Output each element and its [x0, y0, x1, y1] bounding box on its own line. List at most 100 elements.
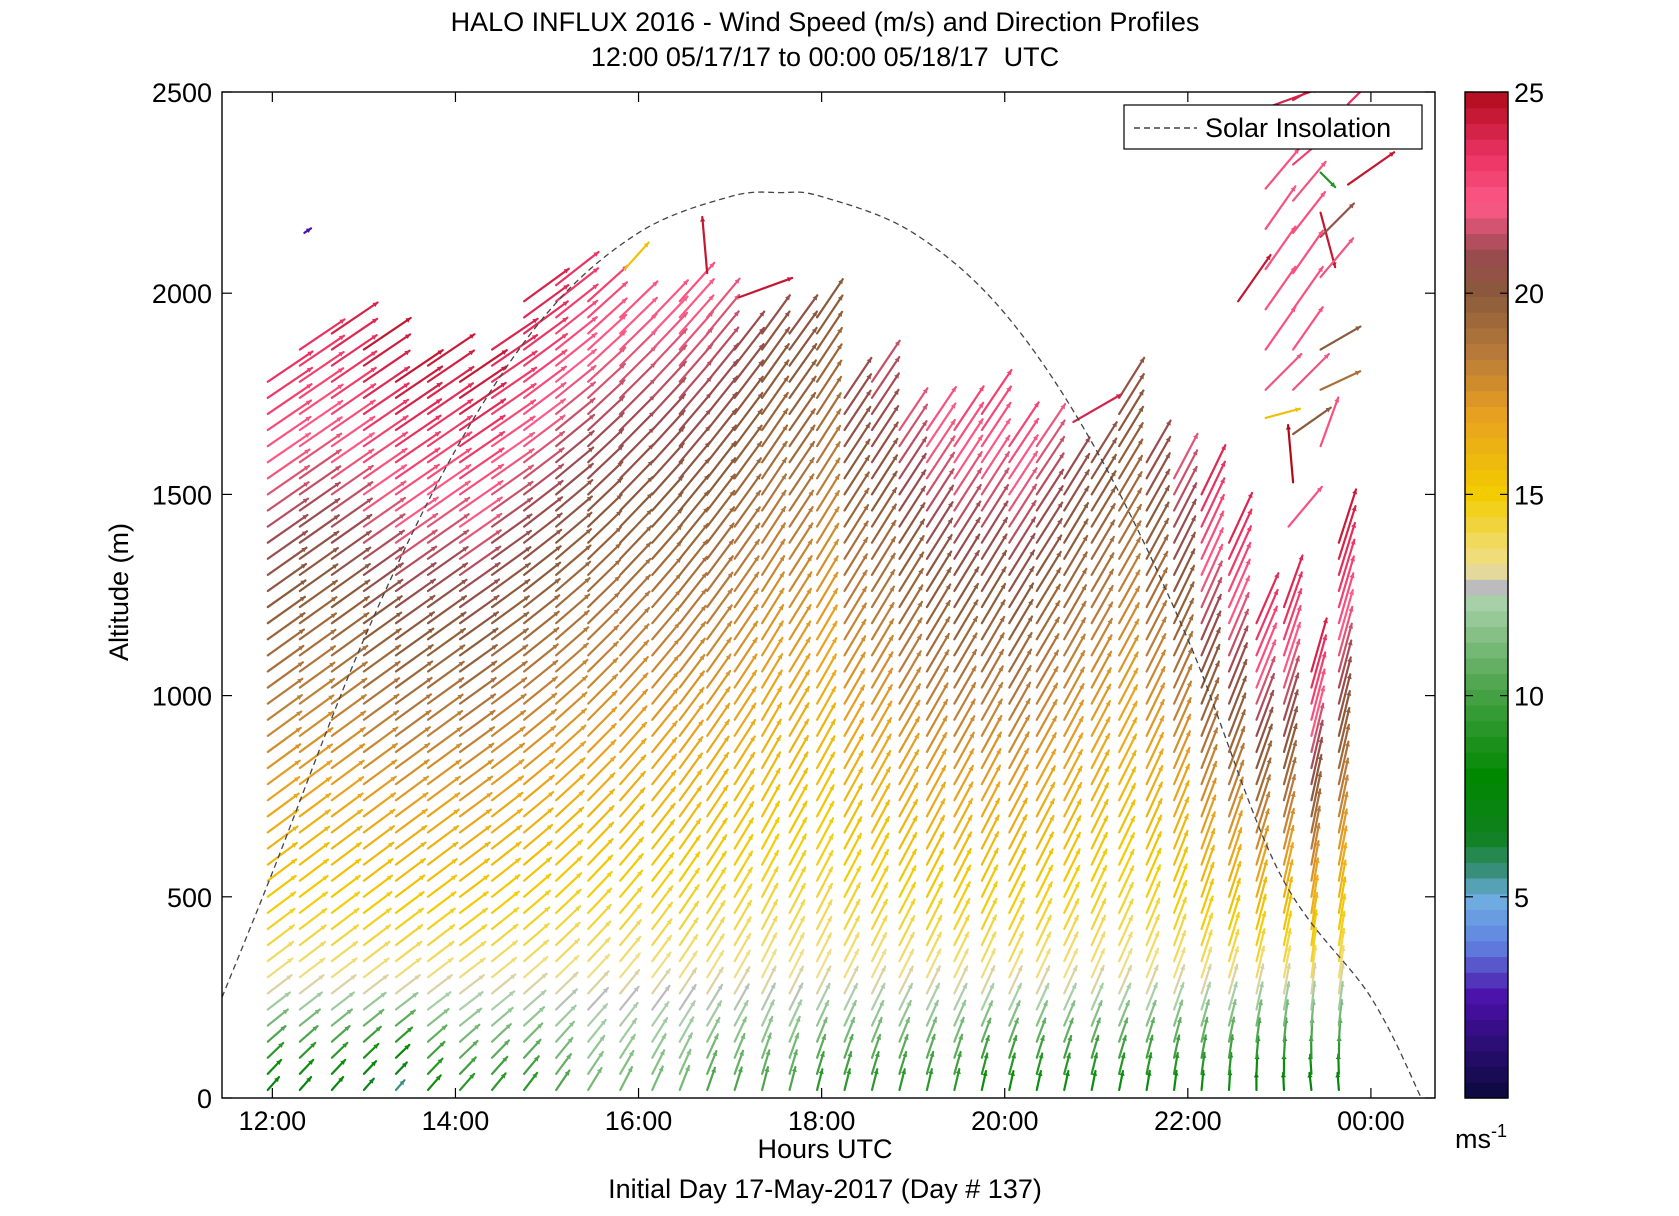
wind-arrow-head [481, 925, 487, 930]
wind-arrow [458, 808, 492, 834]
wind-arrow-head [366, 514, 372, 520]
wind-arrow-head [752, 638, 757, 644]
wind-arrow-shaft [619, 902, 643, 931]
wind-arrow-shaft [458, 414, 506, 448]
wind-arrow-shaft [426, 858, 458, 882]
wind-arrow [362, 447, 408, 480]
wind-arrow [298, 481, 341, 512]
wind-arrow [523, 823, 554, 850]
wind-arrow-shaft [298, 416, 343, 448]
wind-arrow-shaft [394, 924, 424, 947]
wind-arrow-shaft [426, 808, 460, 834]
wind-arrow-shaft [458, 447, 505, 480]
wind-arrow-head [298, 629, 304, 635]
wind-arrow-head [675, 590, 681, 596]
wind-arrow [587, 821, 615, 850]
wind-arrow-shaft [490, 791, 524, 818]
wind-arrow-shaft [490, 595, 530, 625]
wind-arrow-head [391, 760, 397, 766]
wind-arrow-shaft [587, 870, 613, 898]
wind-arrow-head [487, 760, 493, 765]
wind-arrow-head [513, 908, 519, 913]
wind-arrow [458, 991, 484, 1011]
wind-arrow-shaft [426, 398, 474, 432]
wind-arrow-shaft [619, 639, 650, 673]
wind-arrow-head [436, 382, 442, 388]
wind-arrow-head [449, 925, 455, 931]
wind-arrow [490, 529, 532, 560]
wind-arrow [426, 974, 453, 995]
wind-arrow-head [302, 498, 308, 504]
wind-arrow [678, 867, 701, 898]
wind-arrow-head [332, 564, 338, 570]
wind-arrow-head [428, 628, 434, 634]
wind-arrow-shaft [651, 638, 680, 673]
wind-arrow-head [363, 613, 369, 618]
wind-arrow-head [610, 724, 616, 730]
wind-arrow-head [541, 973, 547, 979]
wind-arrow-head [614, 576, 620, 582]
wind-arrow [426, 611, 467, 641]
wind-arrow-shaft [733, 620, 759, 657]
wind-arrow-head [515, 842, 521, 848]
wind-arrow-shaft [362, 611, 403, 641]
wind-arrow-head [640, 755, 646, 761]
wind-arrow [523, 512, 563, 544]
wind-arrow [394, 529, 438, 560]
wind-arrow-shaft [330, 759, 365, 786]
wind-arrow-shaft [362, 365, 411, 399]
wind-arrow-head [426, 677, 432, 683]
wind-arrow-head [581, 692, 587, 698]
wind-arrow-head [518, 743, 524, 749]
wind-arrow-shaft [330, 974, 357, 995]
wind-arrow-head [722, 785, 728, 792]
wind-arrow-head [670, 787, 676, 793]
wind-arrow [651, 737, 678, 770]
wind-arrow-head [733, 327, 739, 333]
wind-arrow [651, 671, 680, 705]
wind-arrow [555, 495, 593, 528]
wind-arrow [394, 1043, 411, 1059]
wind-arrow-shaft [587, 739, 617, 770]
wind-arrow-shaft [362, 398, 410, 432]
wind-arrow-shaft [426, 431, 473, 464]
wind-arrow-shaft [523, 692, 558, 721]
wind-arrow-head [397, 579, 403, 585]
wind-arrow [394, 447, 441, 480]
wind-arrow [458, 940, 487, 963]
wind-arrow-shaft [706, 457, 737, 496]
wind-arrow [523, 758, 556, 786]
wind-arrow-shaft [587, 805, 615, 834]
wind-arrow-shaft [490, 758, 525, 786]
wind-arrow-shaft [426, 677, 465, 705]
wind-arrow-shaft [298, 743, 333, 770]
wind-arrow-head [585, 545, 591, 551]
wind-arrow [587, 903, 612, 931]
wind-arrow [523, 626, 560, 657]
wind-arrow-shaft [394, 874, 426, 898]
wind-arrow-head [312, 1026, 318, 1032]
wind-arrow-shaft [523, 430, 566, 464]
wind-arrow-shaft [362, 924, 392, 947]
wind-arrow [733, 983, 750, 1011]
wind-arrow [523, 1022, 544, 1043]
wind-arrow-shaft [426, 891, 457, 914]
wind-arrow-head [439, 1041, 445, 1047]
wind-arrow-head [427, 645, 433, 650]
wind-arrow-shaft [394, 742, 431, 770]
wind-arrow-shaft [523, 577, 561, 609]
wind-arrow-shaft [458, 480, 504, 512]
wind-arrow-shaft [298, 367, 345, 399]
wind-arrow-shaft [266, 974, 293, 995]
wind-arrow [706, 653, 732, 689]
wind-arrow [733, 555, 760, 593]
wind-arrow [651, 1049, 666, 1075]
wind-arrow [266, 432, 312, 464]
wind-arrow-shaft [619, 394, 656, 432]
wind-arrow [733, 538, 761, 576]
wind-arrow-shaft [458, 594, 500, 625]
wind-arrow [426, 398, 474, 432]
wind-arrow [266, 562, 308, 593]
wind-arrow-shaft [490, 874, 521, 898]
wind-arrow-head [453, 809, 459, 815]
